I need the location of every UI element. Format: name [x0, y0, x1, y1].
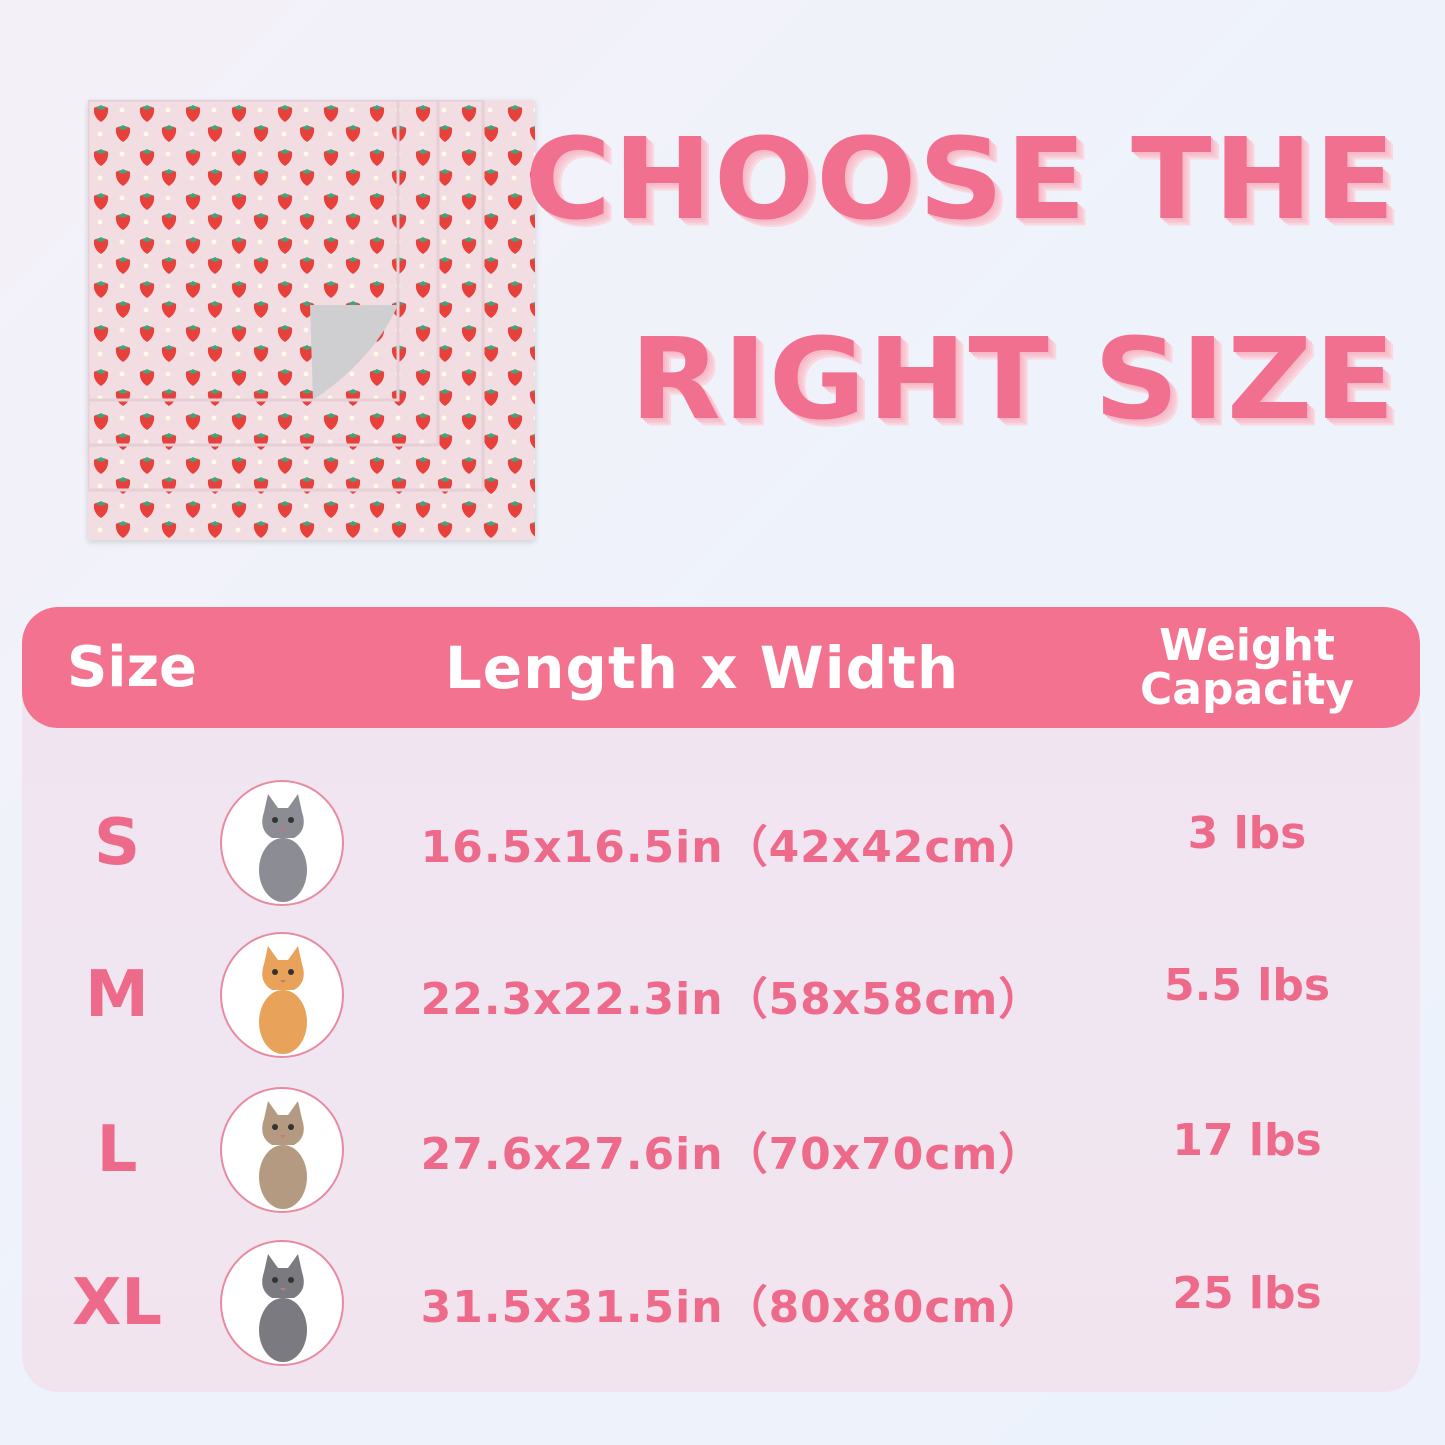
size-table: Size Length x Width Weight Capacity S 16… [22, 607, 1420, 1392]
weight-capacity: 5.5 lbs [1163, 959, 1331, 1011]
dimensions: 27.6x27.6in（70x70cm） [420, 1129, 1044, 1180]
header-size: Size [66, 635, 198, 700]
orange-cat-icon [220, 932, 344, 1058]
table-header: Size Length x Width Weight Capacity [22, 607, 1420, 728]
table-row: XL 31.5x31.5in（80x80cm） 25 lbs [22, 1238, 1420, 1368]
header-length-width: Length x Width [444, 633, 960, 702]
header-weight-capacity: Weight Capacity [1102, 607, 1392, 728]
cat-photo [220, 1085, 344, 1215]
cat-photo [220, 1238, 344, 1368]
dimensions: 31.5x31.5in（80x80cm） [420, 1282, 1044, 1333]
table-row: S 16.5x16.5in（42x42cm） 3 lbs [22, 778, 1420, 908]
size-label: M [85, 958, 149, 1032]
weight-capacity: 3 lbs [1187, 807, 1307, 859]
cat-photo [220, 930, 344, 1060]
strawberry-pattern-mat-icon [86, 98, 535, 540]
dimensions: 22.3x22.3in（58x58cm） [420, 974, 1044, 1025]
table-row: M 22.3x22.3in（58x58cm） 5.5 lbs [22, 930, 1420, 1060]
fluffy-cat-icon [220, 1087, 344, 1213]
size-label: L [96, 1113, 138, 1187]
size-label: XL [71, 1266, 163, 1340]
strawberry-mat-image [86, 98, 535, 540]
gray-kitten-icon [220, 780, 344, 906]
weight-capacity: 25 lbs [1172, 1267, 1322, 1319]
ragdoll-cat-icon [220, 1240, 344, 1366]
header-weight-line1: Weight [1159, 620, 1335, 672]
cat-photo [220, 778, 344, 908]
dimensions: 16.5x16.5in（42x42cm） [420, 822, 1044, 873]
table-row: L 27.6x27.6in（70x70cm） 17 lbs [22, 1085, 1420, 1215]
headline-line-1: CHOOSE THE [524, 113, 1397, 245]
weight-capacity: 17 lbs [1172, 1114, 1322, 1166]
headline-line-2: RIGHT SIZE [629, 313, 1397, 445]
size-label: S [93, 806, 141, 880]
header-weight-line2: Capacity [1139, 663, 1355, 715]
